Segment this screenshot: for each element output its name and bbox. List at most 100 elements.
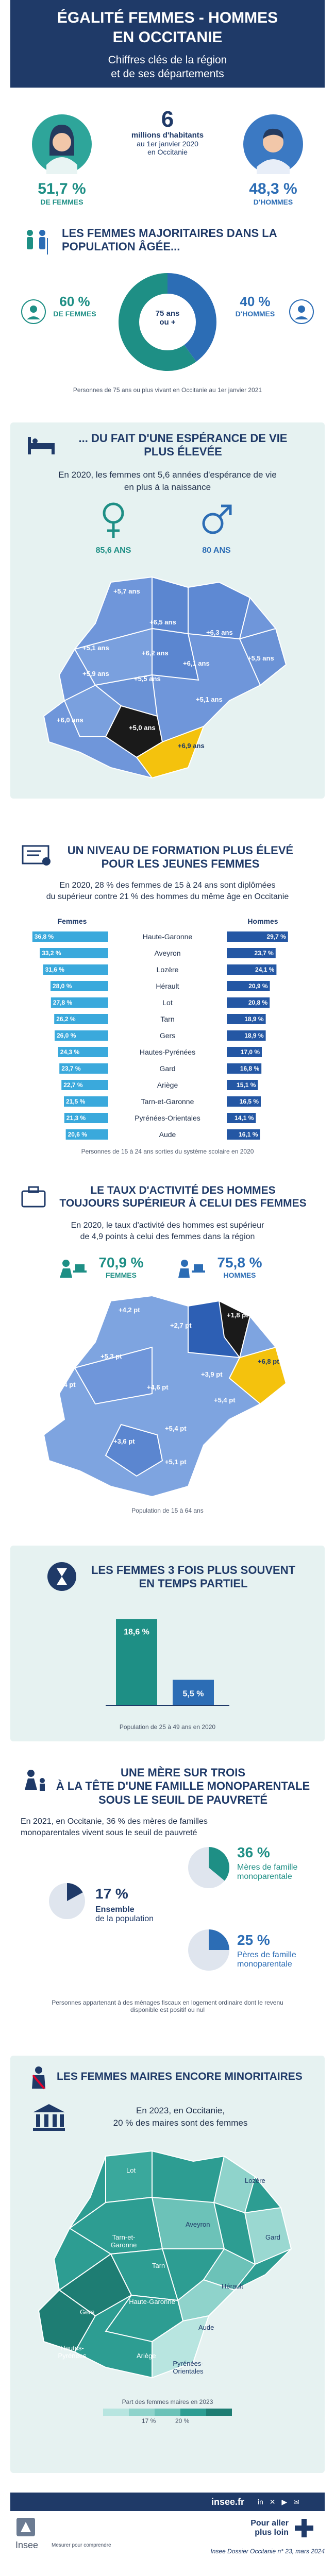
activity-men-value: 75,8 % — [217, 1255, 262, 1270]
population-caption-1: millions d'habitants — [131, 131, 204, 140]
men-bar — [227, 1047, 262, 1057]
life-women-value: 85,6 ANS — [95, 546, 131, 555]
life-map-label: +5,0 ans — [129, 724, 156, 732]
mayors-map-label: Pyrénées-Orientales — [173, 2360, 204, 2375]
mothers-label-line-1: Mères de famille — [237, 1863, 298, 1872]
men-bar — [227, 1129, 260, 1140]
activity-women: 70,9 % FEMMES — [88, 1255, 155, 1279]
donut-hole — [139, 294, 196, 350]
department-label: Haute-Garonne — [143, 933, 193, 941]
title-line-2: EN OCCITANIE — [112, 28, 223, 46]
women-bar — [32, 931, 108, 942]
parttime-bar-chart: 18,6 % 5,5 % — [106, 1619, 229, 1706]
linkedin-icon[interactable]: in — [258, 2498, 263, 2506]
poverty-note-line-2: disponible est positif ou nul — [130, 2006, 205, 2013]
parttime-title: LES FEMMES 3 FOIS PLUS SOUVENT EN TEMPS … — [82, 1564, 304, 1591]
men-bar — [227, 948, 276, 958]
women-share-value: 51,7 % — [38, 180, 86, 197]
activity-note: Population de 15 à 64 ans — [131, 1507, 204, 1514]
men-bar — [227, 931, 288, 942]
fathers-pct-value: 25 % — [237, 1932, 270, 1948]
footer-bar: insee.fr in ✕ ▶ ✉ — [10, 2493, 325, 2511]
women-bar — [40, 948, 108, 958]
social-icons: in ✕ ▶ ✉ — [258, 2498, 299, 2506]
mayors-legend-low: 17 % — [142, 2417, 156, 2425]
woman-small-icon — [21, 299, 46, 324]
activity-map-label: +1,8 pt — [227, 1311, 248, 1319]
women-bar-label: 28,0 % — [53, 982, 72, 990]
email-icon[interactable]: ✉ — [293, 2498, 299, 2506]
men-bar — [227, 964, 277, 975]
men-column-header: Hommes — [247, 917, 278, 925]
men-bar-label: 17,0 % — [241, 1048, 260, 1056]
men-share: 48,3 % D'HOMMES — [222, 180, 325, 206]
men-bar-label: 14,1 % — [234, 1114, 254, 1122]
women-bar — [64, 1113, 108, 1123]
women-bar — [51, 981, 108, 991]
title-line-1: ÉGALITÉ FEMMES - HOMMES — [57, 9, 278, 26]
activity-men: 75,8 % HOMMES — [206, 1255, 273, 1279]
men-bar-label: 16,5 % — [240, 1098, 259, 1105]
mayors-legend-high: 20 % — [175, 2417, 190, 2425]
diploma-icon — [22, 845, 51, 866]
mayors-legend-scale — [103, 2409, 232, 2416]
education-text: En 2020, 28 % des femmes de 15 à 24 ans … — [10, 880, 325, 903]
women-share-label: DE FEMMES — [40, 198, 83, 206]
education-text-line-1: En 2020, 28 % des femmes de 15 à 24 ans … — [59, 881, 276, 890]
venus-symbol-icon — [103, 502, 124, 538]
elderly-women-label: DE FEMMES — [53, 310, 96, 318]
donut-center-line-1: 75 ans — [155, 309, 180, 318]
mayors-map — [38, 2150, 292, 2379]
activity-men-label: HOMMES — [223, 1271, 256, 1279]
mayors-map-label: Aveyron — [186, 2221, 210, 2228]
poverty-text: En 2021, en Occitanie, 36 % des mères de… — [21, 1816, 320, 1839]
woman-at-desk-icon — [60, 1260, 87, 1278]
insee-site-link[interactable]: insee.fr — [211, 2497, 245, 2507]
life-map-label: +6,0 ans — [57, 716, 83, 724]
women-bar — [59, 1063, 108, 1074]
poverty-title-line-1: UNE MÈRE SUR TROIS — [120, 1766, 246, 1779]
activity-map-label: +3,6 pt — [113, 1437, 135, 1445]
women-bar — [58, 1047, 108, 1057]
insee-logo-caption: Mesurer pour comprendre — [52, 2543, 111, 2548]
men-bar — [227, 1063, 262, 1074]
mayors-map-label: Hérault — [222, 2282, 243, 2290]
parttime-men-bar — [173, 1680, 214, 1705]
activity-map-label: +5,3 pt — [100, 1352, 122, 1360]
bed-icon — [28, 437, 55, 454]
men-share-value: 48,3 % — [249, 180, 297, 197]
women-bar-label: 22,7 % — [63, 1081, 83, 1089]
activity-map-label: +4,6 pt — [147, 1383, 169, 1391]
elderly-section: LES FEMMES MAJORITAIRES DANS LA POPULATI… — [10, 222, 325, 417]
men-bar-label: 15,1 % — [237, 1081, 256, 1089]
pie-slice — [209, 1847, 229, 1881]
men-bar — [227, 1096, 261, 1107]
family-icon — [25, 1770, 45, 1791]
elderly-title-line-1: LES FEMMES MAJORITAIRES DANS LA — [62, 227, 277, 240]
man-avatar-icon — [243, 114, 303, 174]
mayors-map-label: Gard — [265, 2233, 280, 2241]
population-total: 6 millions d'habitants au 1er janvier 20… — [113, 108, 222, 157]
insee-logo: Insee — [15, 2517, 77, 2551]
poverty-section: UNE MÈRE SUR TROIS À LA TÊTE D'UNE FAMIL… — [10, 1762, 325, 2030]
population-caption-2: au 1er janvier 2020 — [137, 140, 198, 148]
women-share: 51,7 % DE FEMMES — [10, 180, 113, 206]
life-map-label: +5,9 ans — [82, 670, 109, 677]
mayors-map-label: Tarn-et-Garonne — [110, 2233, 137, 2249]
more-info[interactable]: Pour aller plus loin — [227, 2517, 320, 2539]
activity-rate-map — [43, 1295, 287, 1497]
women-bar — [55, 1030, 108, 1041]
life-map-label: +6,1 ans — [183, 659, 210, 667]
women-bar-label: 20,6 % — [68, 1131, 88, 1138]
plus-icon — [295, 2519, 313, 2537]
mothers-pie — [188, 1847, 229, 1888]
youtube-icon[interactable]: ▶ — [281, 2498, 288, 2506]
twitter-icon[interactable]: ✕ — [269, 2498, 276, 2506]
activity-title: LE TAUX D'ACTIVITÉ DES HOMMES TOUJOURS S… — [52, 1184, 314, 1210]
life-men-value: 80 ANS — [202, 546, 231, 555]
men-bar-label: 29,7 % — [266, 933, 286, 940]
mayors-text-line-1: En 2023, en Occitanie, — [136, 2106, 225, 2115]
men-bar-label: 18,9 % — [244, 1015, 264, 1023]
donut-center-line-2: ou + — [159, 318, 176, 327]
woman-avatar-icon — [32, 114, 92, 174]
